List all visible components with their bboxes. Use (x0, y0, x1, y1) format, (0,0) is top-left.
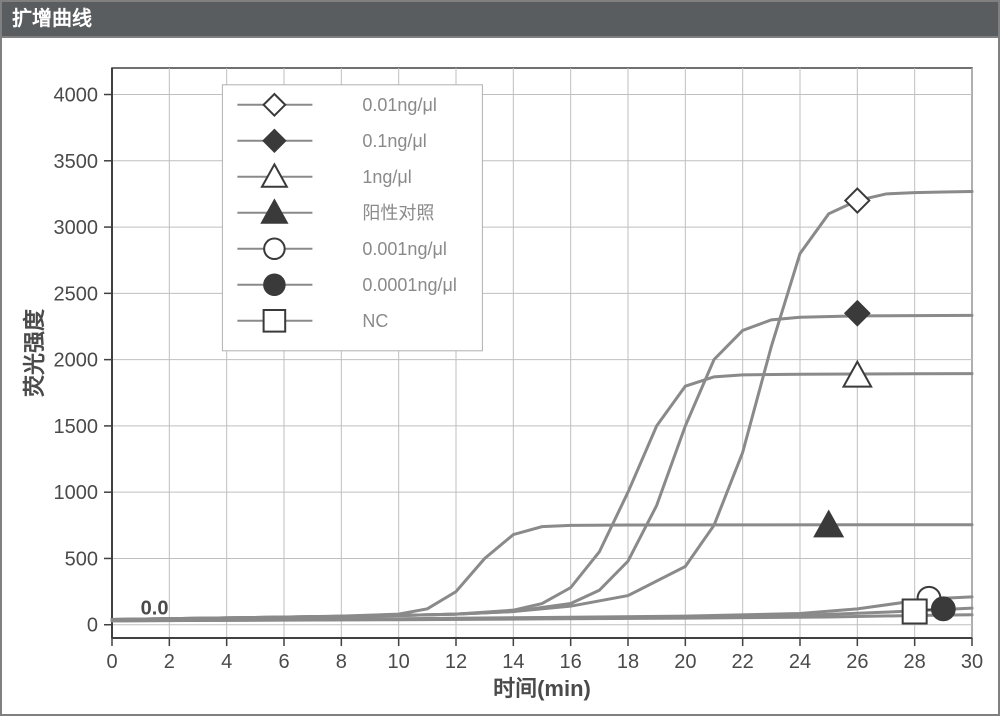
svg-text:1000: 1000 (54, 482, 99, 504)
svg-text:时间(min): 时间(min) (493, 676, 591, 701)
svg-text:20: 20 (674, 651, 696, 673)
legend-label-s00001: 0.0001ng/μl (362, 275, 456, 295)
svg-text:26: 26 (846, 651, 868, 673)
svg-text:0.0: 0.0 (141, 598, 169, 620)
legend: 0.01ng/μl 0.1ng/μl 1ng/μl 阳性对照 0.001ng/μl 0.0… (222, 85, 482, 351)
svg-text:0: 0 (106, 651, 117, 673)
svg-text:荧光强度: 荧光强度 (22, 308, 47, 397)
chart-panel: 扩增曲线 02468101214161820222426283005001000… (0, 0, 1000, 716)
svg-text:2500: 2500 (54, 283, 99, 305)
svg-text:16: 16 (560, 651, 582, 673)
legend-label-s001: 0.01ng/μl (362, 95, 436, 115)
svg-text:14: 14 (502, 651, 524, 673)
svg-text:2000: 2000 (54, 350, 99, 372)
svg-text:3500: 3500 (54, 151, 99, 173)
legend-label-s1: 1ng/μl (362, 167, 411, 187)
svg-text:2: 2 (164, 651, 175, 673)
svg-text:18: 18 (617, 651, 639, 673)
svg-text:4: 4 (221, 651, 232, 673)
svg-text:0: 0 (87, 615, 98, 637)
svg-text:500: 500 (65, 548, 98, 570)
legend-label-nc: NC (362, 311, 388, 331)
svg-text:8: 8 (336, 651, 347, 673)
amplification-chart: 0246810121416182022242628300500100015002… (2, 38, 998, 714)
marker-nc (903, 599, 927, 623)
marker-s00001 (932, 597, 955, 620)
svg-text:24: 24 (789, 651, 811, 673)
svg-text:4000: 4000 (54, 85, 99, 107)
svg-text:3000: 3000 (54, 217, 99, 239)
legend-label-s01: 0.1ng/μl (362, 131, 426, 151)
panel-title: 扩增曲线 (2, 2, 998, 38)
svg-text:6: 6 (278, 651, 289, 673)
svg-text:28: 28 (904, 651, 926, 673)
svg-text:12: 12 (445, 651, 467, 673)
svg-text:30: 30 (961, 651, 983, 673)
svg-text:1500: 1500 (54, 416, 99, 438)
legend-label-s0001: 0.001ng/μl (362, 239, 446, 259)
chart-area: 0246810121416182022242628300500100015002… (2, 38, 998, 714)
svg-text:10: 10 (388, 651, 410, 673)
legend-label-pos: 阳性对照 (362, 203, 434, 223)
svg-text:22: 22 (732, 651, 754, 673)
